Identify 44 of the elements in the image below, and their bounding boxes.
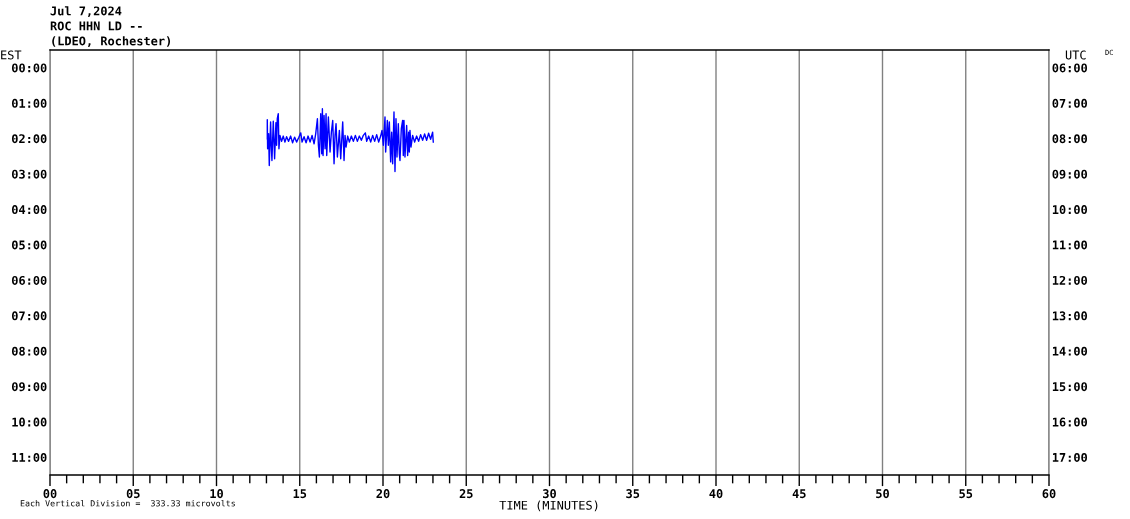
y2-tick-label: 15:00 xyxy=(1052,382,1088,392)
x-tick-label: 05 xyxy=(126,489,140,499)
y-tick-label: 10:00 xyxy=(12,417,47,427)
y-tick-label: 09:00 xyxy=(11,382,47,392)
x-tick-label: 35 xyxy=(626,489,640,499)
x-tick-label: 45 xyxy=(792,489,806,499)
x-tick-label: 40 xyxy=(709,489,723,499)
x-tick-label: 60 xyxy=(1042,489,1056,499)
y2-tick-label: 06:00 xyxy=(1052,63,1088,73)
y2-tick-label: 10:00 xyxy=(1052,205,1088,215)
y-axis-title: EST xyxy=(1,50,22,60)
chart-subtitle: ROC HHN LD -- (LDEO, Rochester) xyxy=(50,21,171,47)
y2-tick-label: 11:00 xyxy=(1052,240,1088,250)
y2-axis-title: UTC xyxy=(1065,50,1086,60)
y-tick-label: 03:00 xyxy=(11,169,47,179)
y2-tick-label: 17:00 xyxy=(1052,452,1088,462)
chart-title: Jul 7,2024 xyxy=(50,6,122,17)
y2-tick-label: 14:00 xyxy=(1052,346,1088,356)
y-tick-label: 07:00 xyxy=(11,311,47,321)
text: Each Vertical Division = 333.33 microvolts xyxy=(20,499,235,507)
y2-tick-label: 16:00 xyxy=(1052,417,1088,427)
x-tick-label: 55 xyxy=(959,489,973,499)
x-tick-label: 15 xyxy=(293,489,307,499)
x-tick-label: 25 xyxy=(459,489,473,499)
y-tick-label: 02:00 xyxy=(11,134,47,144)
x-axis-title: TIME (MINUTES) xyxy=(499,500,598,512)
y-tick-label: 11:00 xyxy=(12,452,47,462)
y2-tick-label: 08:00 xyxy=(1052,134,1088,144)
y-tick-label: 08:00 xyxy=(11,346,47,356)
x-tick-label: 10 xyxy=(210,489,223,499)
y2-tick-label: 09:00 xyxy=(1052,169,1088,179)
y-tick-label: 05:00 xyxy=(11,240,47,250)
x-tick-label: 20 xyxy=(376,489,390,499)
line-series xyxy=(266,108,434,173)
x-tick-label: 30 xyxy=(543,489,556,499)
x-tick-label: 00 xyxy=(43,489,57,499)
y2-tick-label: 12:00 xyxy=(1052,275,1088,285)
y2-tick-label: 07:00 xyxy=(1052,98,1088,108)
y-tick-label: 00:00 xyxy=(11,63,47,73)
y2-tick-label: 13:00 xyxy=(1052,311,1088,321)
y-tick-label: 01:00 xyxy=(11,98,47,108)
x-tick-label: 50 xyxy=(876,489,889,499)
y-tick-label: 06:00 xyxy=(11,275,47,285)
y-tick-label: 04:00 xyxy=(11,205,47,215)
